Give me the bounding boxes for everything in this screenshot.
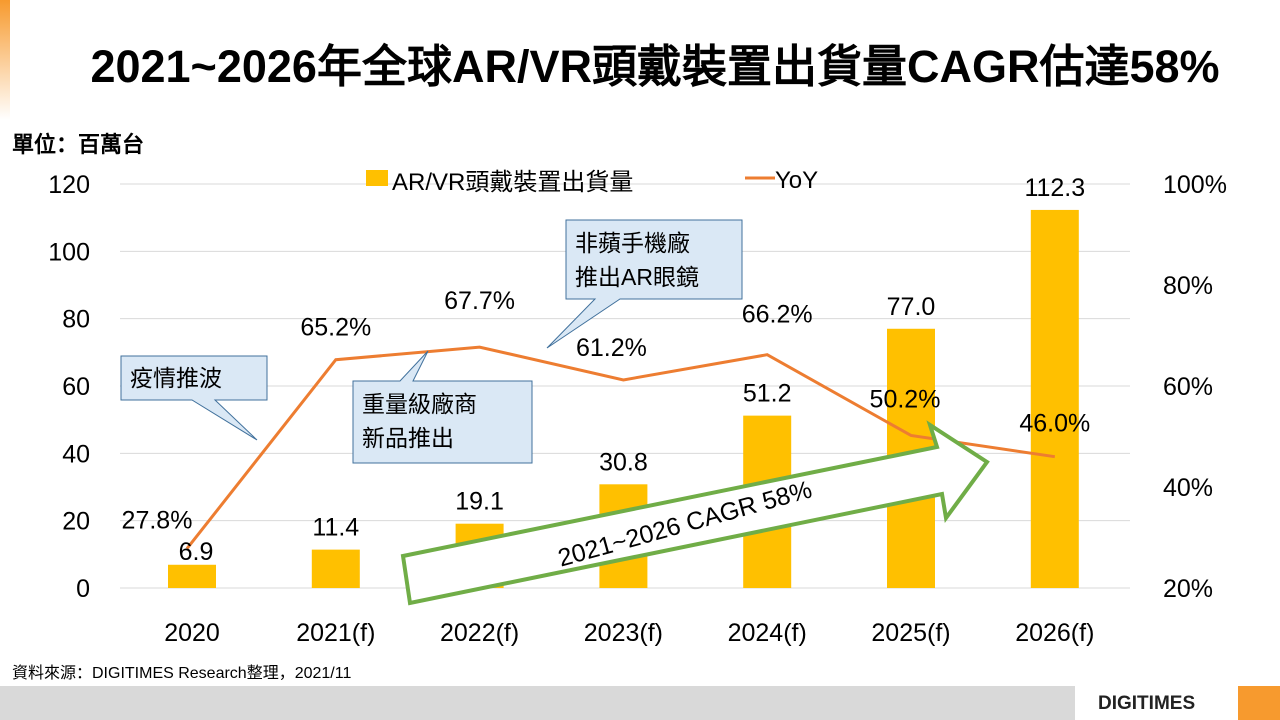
x-tick-label: 2022(f) — [440, 619, 519, 647]
y-tick-label: 80 — [62, 306, 90, 334]
footer-accent — [1238, 686, 1280, 720]
yoy-value-label: 67.7% — [444, 287, 515, 315]
callout-text: 重量級廠商新品推出 — [362, 391, 477, 451]
y2-tick-label: 60% — [1163, 373, 1213, 401]
x-tick-label: 2024(f) — [728, 619, 807, 647]
legend: AR/VR頭戴裝置出貨量 YoY — [366, 167, 818, 196]
bar-value-label: 11.4 — [312, 514, 359, 542]
bar-value-label: 51.2 — [743, 380, 792, 408]
yoy-value-label: 50.2% — [870, 385, 941, 413]
bar — [1030, 209, 1079, 588]
x-axis: 2020 2021(f) 2022(f) 2023(f) 2024(f) 2025(f) 2… — [164, 619, 1094, 647]
callout-major-vendors: 重量級廠商新品推出 — [352, 350, 533, 464]
source-note: 資料來源：DIGITIMES Research整理，2021/11 — [12, 664, 351, 682]
footer-bar — [0, 686, 1075, 720]
x-tick-label: 2025(f) — [871, 619, 950, 647]
callout-text: 非蘋手機廠推出AR眼鏡 — [575, 230, 699, 290]
y-axis-left: 0 20 40 60 80 100 120 — [48, 171, 90, 603]
yoy-line — [185, 345, 1056, 550]
y-tick-label: 40 — [62, 440, 90, 468]
legend-line-label: YoY — [775, 167, 818, 194]
bar-value-label: 112.3 — [1024, 174, 1085, 202]
callout-text: 疫情推波 — [130, 365, 222, 391]
yoy-value-label: 66.2% — [742, 301, 813, 329]
callout-non-apple: 非蘋手機廠推出AR眼鏡 — [546, 219, 743, 349]
y2-tick-label: 40% — [1163, 474, 1213, 502]
y-axis-right: 20% 40% 60% 80% 100% — [1163, 171, 1227, 603]
accent-strip — [0, 0, 10, 120]
bar-value-label: 77.0 — [887, 293, 936, 321]
y-tick-label: 120 — [48, 171, 90, 199]
bar-value-label: 6.9 — [179, 538, 214, 566]
x-tick-label: 2026(f) — [1015, 619, 1094, 647]
digitimes-logo: DIGITIMES — [1098, 693, 1195, 714]
unit-label: 單位：百萬台 — [12, 132, 144, 157]
bar-value-label: 30.8 — [599, 448, 648, 476]
yoy-value-label: 65.2% — [300, 314, 371, 342]
yoy-value-label: 46.0% — [1019, 410, 1090, 438]
y2-tick-label: 20% — [1163, 575, 1213, 603]
x-tick-label: 2020 — [164, 619, 220, 647]
y-tick-label: 0 — [76, 575, 90, 603]
y2-tick-label: 80% — [1163, 272, 1213, 300]
callout-pandemic: 疫情推波 — [120, 355, 268, 441]
legend-bar-swatch — [366, 170, 388, 186]
y2-tick-label: 100% — [1163, 171, 1227, 199]
yoy-value-label: 27.8% — [122, 507, 193, 535]
bar — [168, 564, 216, 588]
y-tick-label: 100 — [48, 238, 90, 266]
x-tick-label: 2023(f) — [584, 619, 663, 647]
y-tick-label: 20 — [62, 508, 90, 536]
bar — [311, 549, 360, 588]
x-tick-label: 2021(f) — [296, 619, 375, 647]
yoy-value-label: 61.2% — [576, 334, 647, 362]
page-title: 2021~2026年全球AR/VR頭戴裝置出貨量CAGR估達58% — [90, 41, 1219, 92]
bar-value-label: 19.1 — [455, 488, 504, 516]
legend-bar-label: AR/VR頭戴裝置出貨量 — [392, 169, 633, 196]
y-tick-label: 60 — [62, 373, 90, 401]
